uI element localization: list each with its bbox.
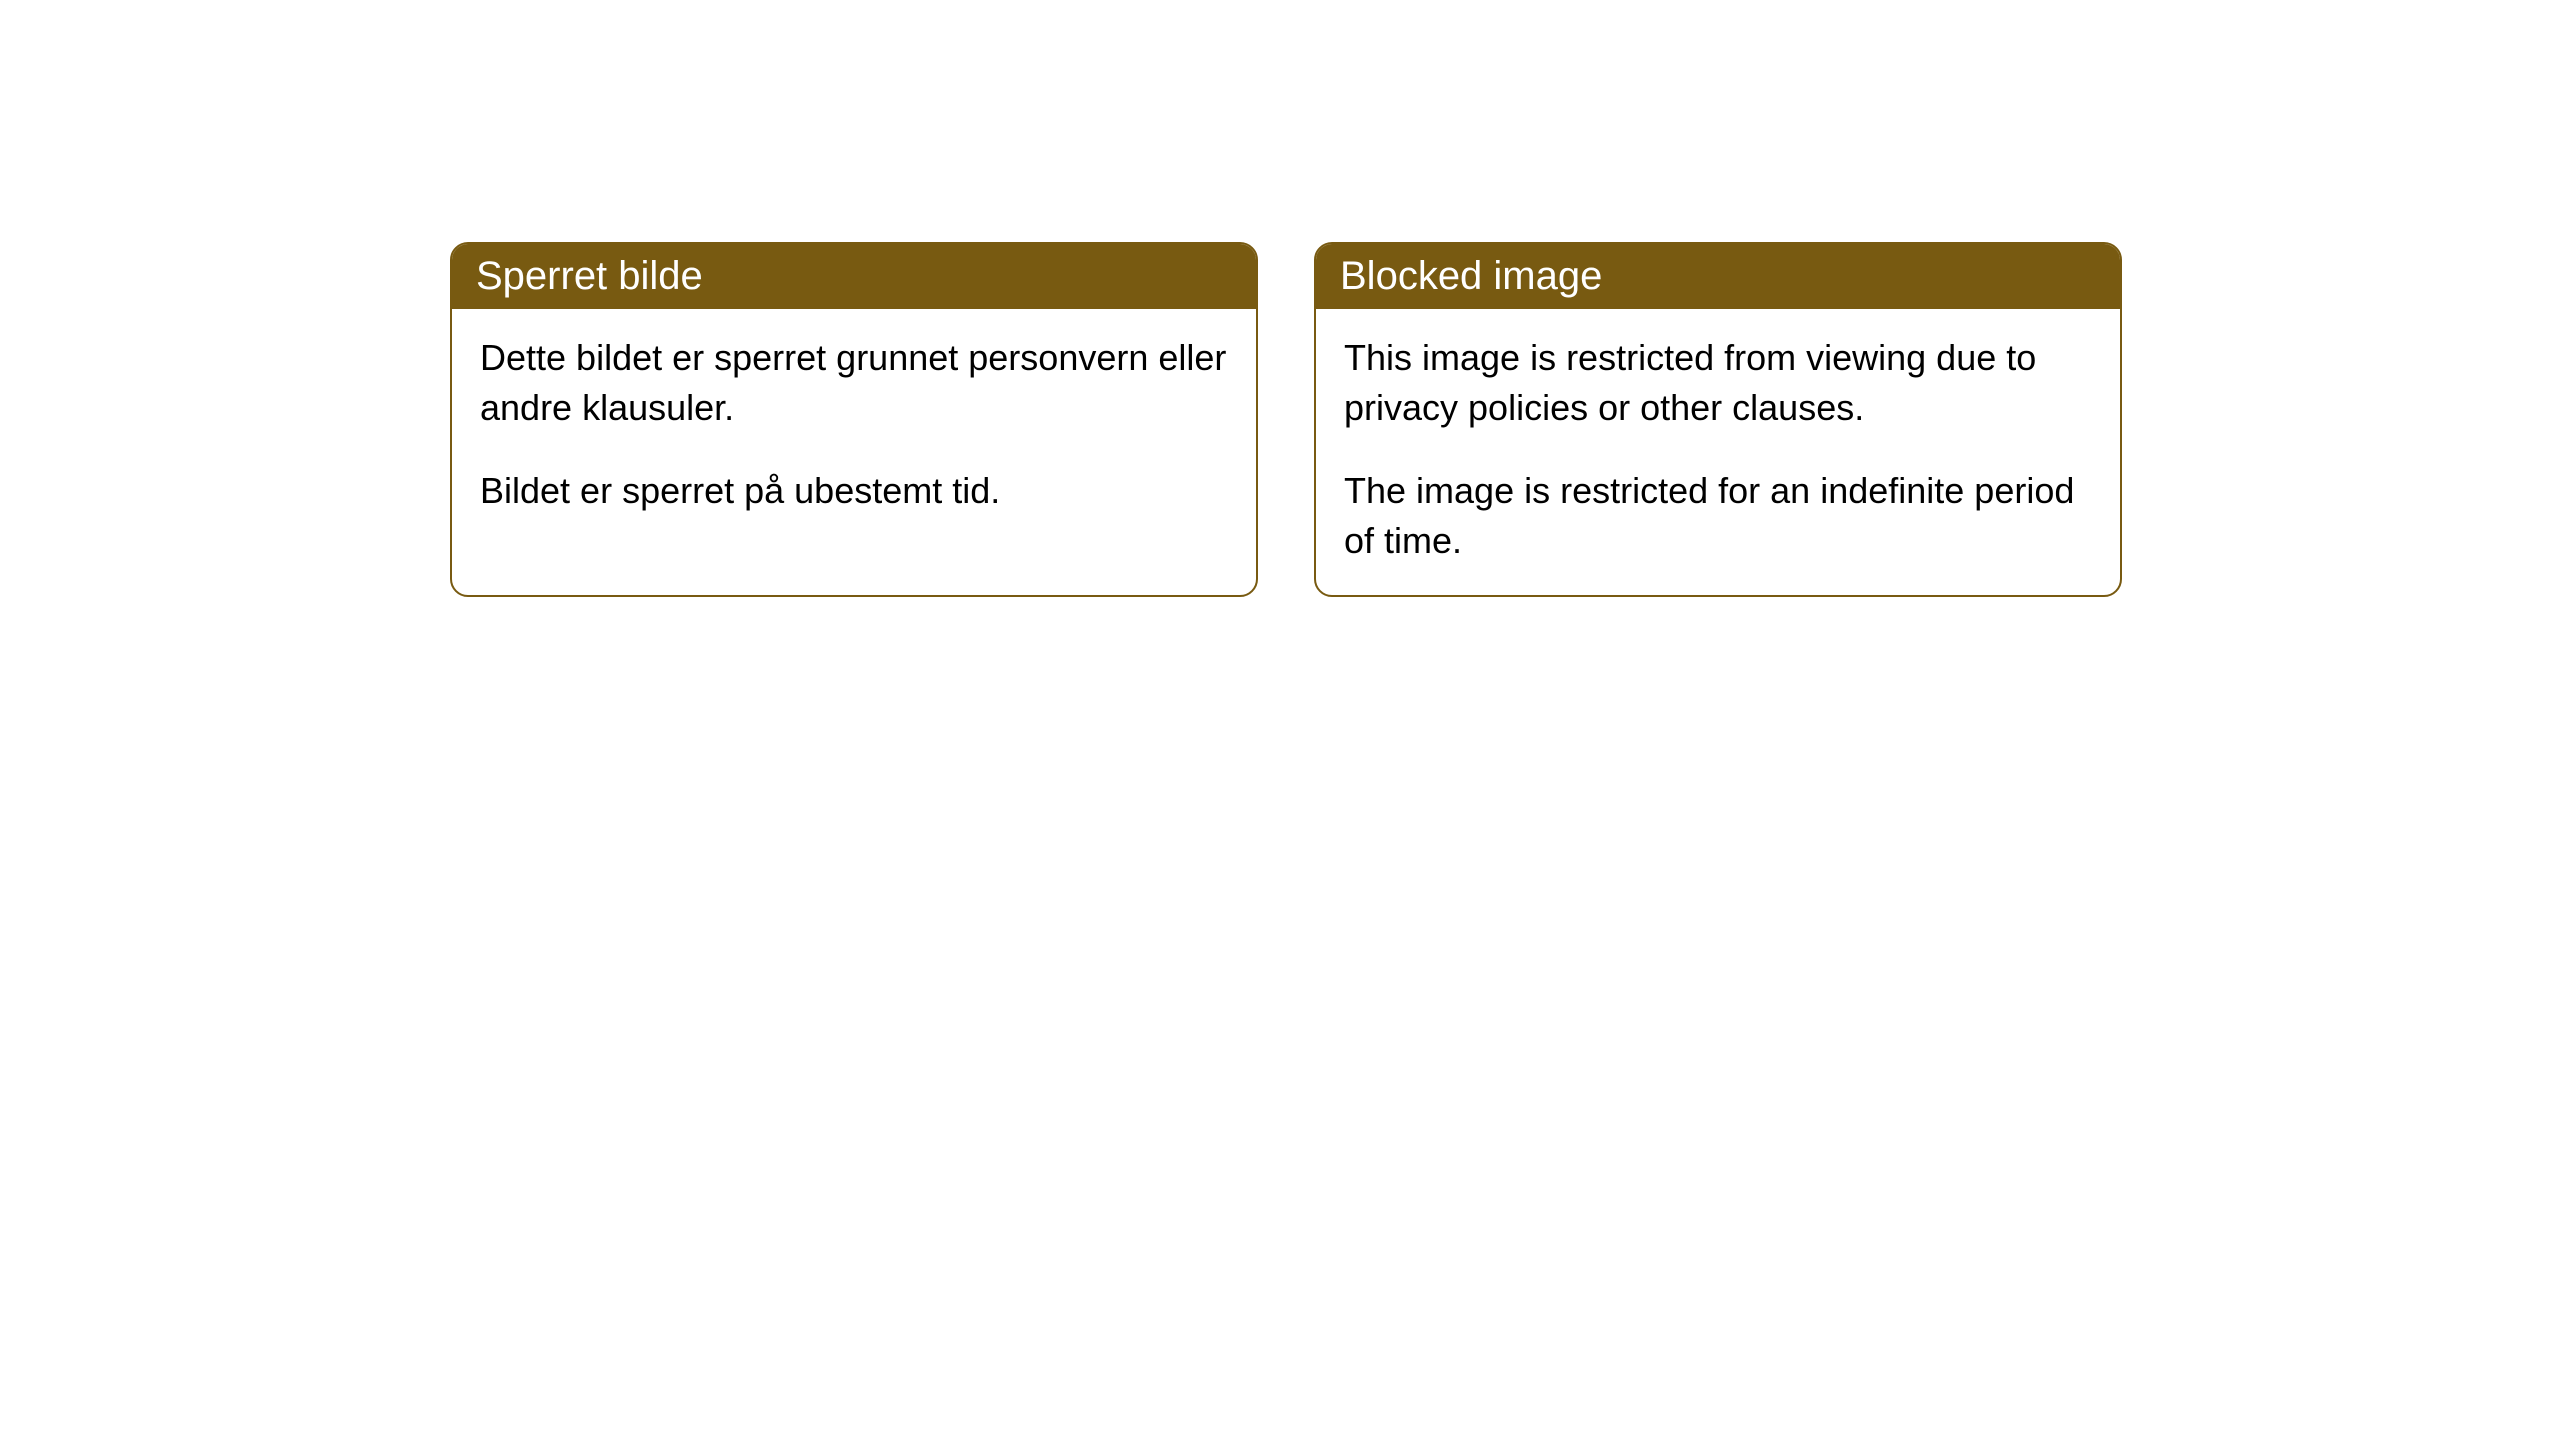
card-title: Blocked image [1340, 254, 1602, 298]
card-paragraph-2: The image is restricted for an indefinit… [1344, 466, 2092, 567]
card-body-norwegian: Dette bildet er sperret grunnet personve… [452, 309, 1256, 552]
card-paragraph-1: Dette bildet er sperret grunnet personve… [480, 333, 1228, 434]
card-header-norwegian: Sperret bilde [452, 244, 1256, 309]
cards-container: Sperret bilde Dette bildet er sperret gr… [450, 242, 2122, 597]
card-title: Sperret bilde [476, 254, 703, 298]
card-paragraph-2: Bildet er sperret på ubestemt tid. [480, 466, 1228, 516]
card-english: Blocked image This image is restricted f… [1314, 242, 2122, 597]
card-body-english: This image is restricted from viewing du… [1316, 309, 2120, 595]
card-header-english: Blocked image [1316, 244, 2120, 309]
card-paragraph-1: This image is restricted from viewing du… [1344, 333, 2092, 434]
card-norwegian: Sperret bilde Dette bildet er sperret gr… [450, 242, 1258, 597]
